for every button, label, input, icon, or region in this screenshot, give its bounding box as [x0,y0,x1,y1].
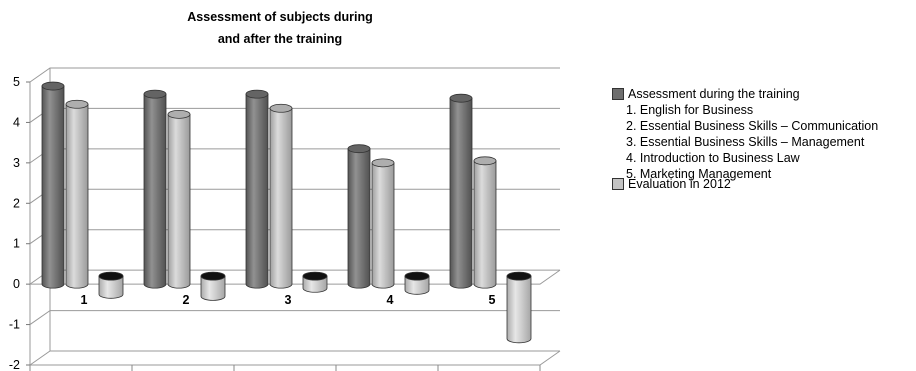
bar-series1-cat3 [245,93,269,289]
bar-series3-cat5 [506,275,532,344]
bar-series1-cat2 [143,93,167,289]
bar-series3-cat4 [404,275,430,295]
y-tick-label: 4 [13,115,20,129]
bar-series1-cat5 [449,97,473,289]
legend-subject-4: 4. Introduction to Business Law [626,151,800,165]
x-tick-label: 4 [387,293,394,307]
bar-cap [98,271,124,281]
bar-cap [143,89,167,99]
bar-cap [506,271,532,281]
bar-cap [245,89,269,99]
base-front-edge [30,350,561,366]
bar-cap [167,109,191,119]
chart-title-line1: Assessment of subjects during [187,10,373,24]
gridline [29,310,560,325]
bar-series2-cat4 [371,162,395,289]
y-tick-label: 2 [13,196,20,210]
y-tick-label: 0 [13,277,20,291]
x-tick-label: 2 [183,293,190,307]
bar-series2-cat2 [167,113,191,289]
bar-cap [371,158,395,168]
y-tick-label: -1 [9,318,20,332]
x-tick-label: 3 [285,293,292,307]
bar-cap [269,103,293,113]
y-tick-label: 5 [13,75,20,89]
legend-subject-3: 3. Essential Business Skills – Managemen… [626,135,865,149]
legend-label-2012: Evaluation in 2012 [628,177,731,191]
floor-front-edge [30,269,561,285]
bar-series3-cat1 [98,275,124,299]
legend-swatch-2012 [612,178,624,190]
bar-series1-cat4 [347,148,371,289]
bar-series3-cat2 [200,275,226,301]
legend-entry-2012: Evaluation in 2012 [612,176,878,192]
bar-cap [347,144,371,154]
x-tick-label: 1 [81,293,88,307]
legend-subject-5: 5. Marketing Management [626,167,772,181]
bar-cap [200,271,226,281]
bar-cap [65,99,89,109]
legend-subject-2: 2. Essential Business Skills – Communica… [626,119,879,133]
gridline [29,107,560,123]
y-tick-label: -2 [9,358,20,371]
legend-swatch-during [612,88,624,100]
gridline [29,67,560,83]
bar-series2-cat1 [65,103,89,289]
bar-cap [473,156,497,166]
gridline [29,350,560,366]
bar-cap [404,271,430,281]
legend-subject-1: 1. English for Business [626,103,754,117]
bar-series3-cat3 [302,275,328,293]
legend: Assessment during the training 1. Englis… [612,86,878,192]
x-tick-label: 5 [489,293,496,307]
y-tick-label: 1 [13,237,20,251]
bar-cap [41,81,65,91]
bar-cap [302,271,328,281]
bar-series2-cat5 [473,160,497,289]
legend-label-during: Assessment during the training [628,87,800,101]
legend-entry-during: Assessment during the training [612,86,878,102]
y-tick-label: 3 [13,156,20,170]
bar-series2-cat3 [269,107,293,289]
bar-cap [449,93,473,103]
bar-series1-cat1 [41,85,65,289]
chart-title-line2: and after the training [217,32,343,46]
